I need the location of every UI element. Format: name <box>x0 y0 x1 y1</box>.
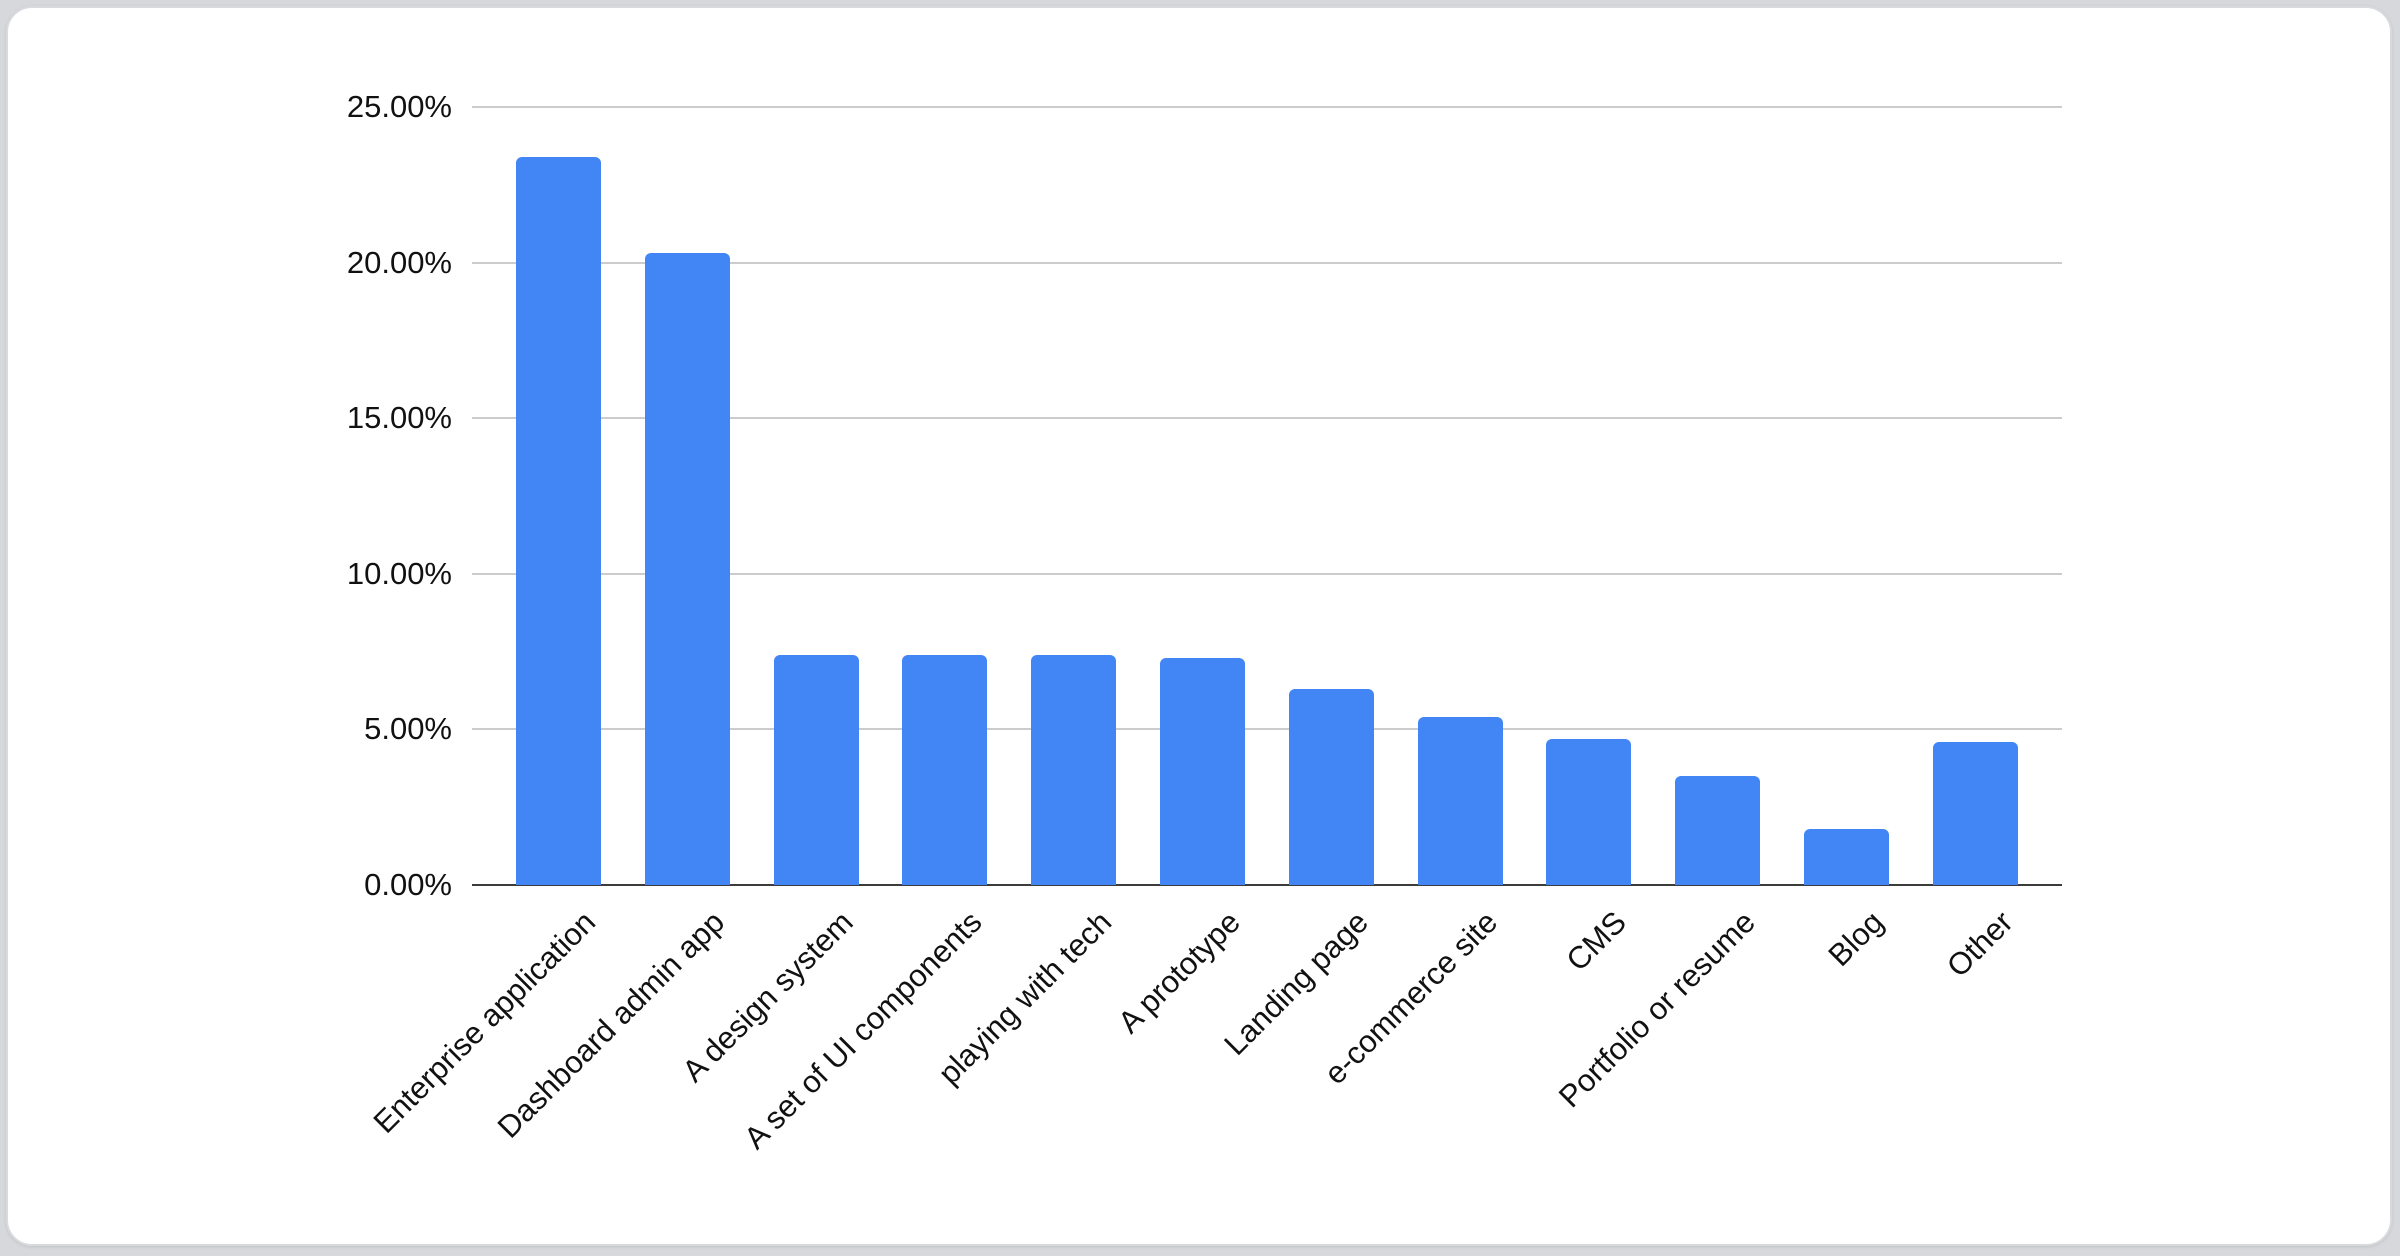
bar-other[interactable] <box>1932 741 2018 885</box>
bar-dashboard-admin-app[interactable] <box>644 253 730 885</box>
gridline-25 <box>472 106 2062 108</box>
x-tick-label-blog: Blog <box>1821 904 1891 973</box>
y-tick-label-5: 5.00% <box>364 711 452 747</box>
gridline-10 <box>472 572 2062 575</box>
bar-a-design-system[interactable] <box>773 654 859 885</box>
x-tick-label-enterprise-application: Enterprise application <box>366 904 603 1140</box>
bar-landing-page[interactable] <box>1288 688 1374 885</box>
y-tick-label-0: 0.00% <box>364 867 452 902</box>
x-tick-label-a-prototype: A prototype <box>1110 904 1247 1040</box>
bar-cms[interactable] <box>1546 738 1632 885</box>
bar-e-commerce-site[interactable] <box>1417 716 1503 885</box>
bar-chart: 0.00% 5.00% 10.00% 15.00% 20.00% 25.00% Enter… <box>8 8 2390 1244</box>
gridline-15 <box>472 417 2062 420</box>
x-axis-baseline <box>472 884 2062 886</box>
y-tick-label-25: 25.00% <box>346 89 452 124</box>
bar-a-set-of-ui-components[interactable] <box>902 654 988 885</box>
bar-a-prototype[interactable] <box>1160 657 1245 885</box>
bar-playing-with-tech[interactable] <box>1031 654 1117 885</box>
x-tick-label-dashboard-admin-app: Dashboard admin app <box>490 904 732 1145</box>
x-tick-label-other: Other <box>1939 904 2020 984</box>
gridline-5 <box>472 728 2062 731</box>
x-tick-label-cms: CMS <box>1559 904 1633 978</box>
gridline-20 <box>472 261 2062 264</box>
chart-card: 0.00% 5.00% 10.00% 15.00% 20.00% 25.00% Enter… <box>6 6 2392 1246</box>
y-tick-label-20: 20.00% <box>346 244 452 280</box>
y-tick-label-15: 15.00% <box>346 400 452 436</box>
y-tick-label-10: 10.00% <box>346 555 452 591</box>
bar-enterprise-application[interactable] <box>516 156 601 885</box>
x-tick-label-a-set-of-ui-components: A set of UI components <box>737 904 989 1156</box>
bar-portfolio-or-resume[interactable] <box>1675 776 1761 885</box>
bar-blog[interactable] <box>1804 828 1889 885</box>
